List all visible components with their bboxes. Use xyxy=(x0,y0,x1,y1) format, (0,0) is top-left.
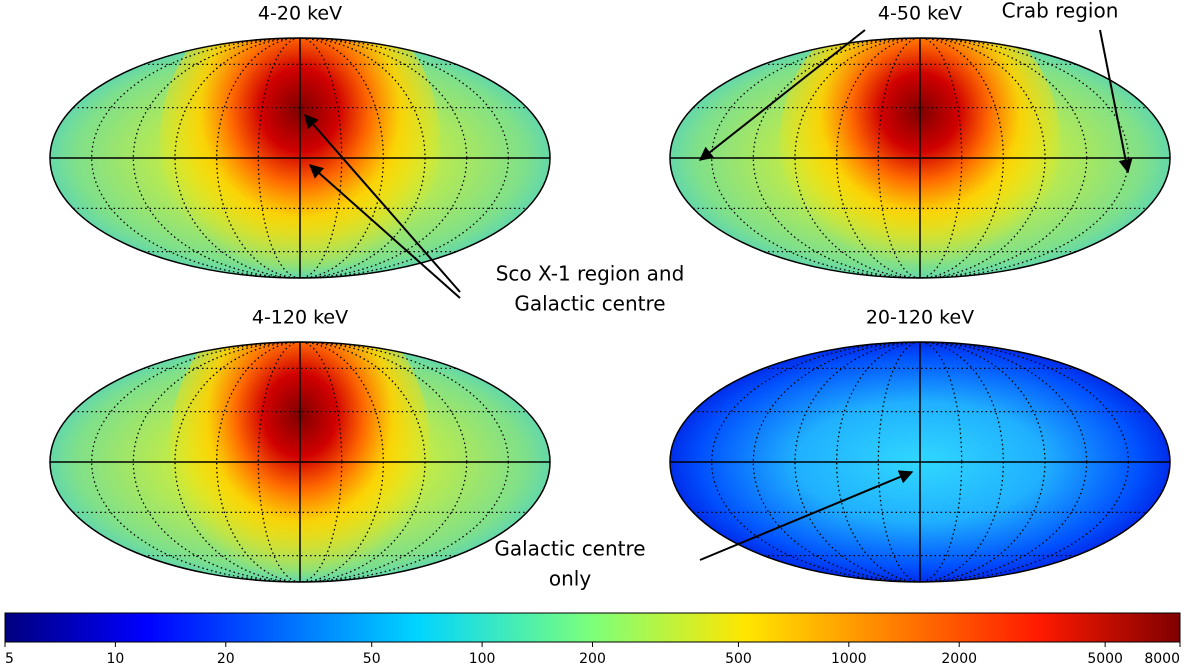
arrow xyxy=(698,29,866,161)
sky-map: 4-120 keV xyxy=(49,307,551,583)
map-title: 4-20 keV xyxy=(258,3,342,25)
colorbar-tick-label: 20 xyxy=(217,651,235,667)
map-title: 4-50 keV xyxy=(878,3,962,25)
annotation: Galactic centre xyxy=(494,537,645,561)
map-outline xyxy=(49,341,551,583)
colorbar-tick-label: 8000 xyxy=(1144,651,1180,667)
arrow xyxy=(308,164,461,299)
map-title: 4-120 keV xyxy=(252,307,348,329)
colorbar-tick-label: 1000 xyxy=(831,651,867,667)
map-outline xyxy=(669,341,1171,583)
annotation: Sco X-1 region and xyxy=(496,262,685,286)
map-fill xyxy=(670,38,1170,278)
colorbar-tick-label: 500 xyxy=(725,651,752,667)
sky-map: 4-20 keV xyxy=(49,3,551,279)
arrow xyxy=(304,113,461,293)
map-title: 20-120 keV xyxy=(866,307,974,329)
map-outline xyxy=(669,37,1171,279)
map-fill xyxy=(50,342,550,582)
colorbar xyxy=(4,612,1181,643)
sky-map: 4-50 keV xyxy=(669,3,1171,279)
colorbar-tick-label: 2000 xyxy=(941,651,977,667)
colorbar-tick-label: 5 xyxy=(5,651,14,667)
annotation: only xyxy=(549,567,591,591)
colorbar-tick-label: 200 xyxy=(579,651,606,667)
map-outline xyxy=(49,37,551,279)
sky-map: 20-120 keV xyxy=(669,307,1171,583)
colorbar-tick-label: 50 xyxy=(363,651,381,667)
colorbar-tick-label: 100 xyxy=(469,651,496,667)
map-fill xyxy=(50,38,550,278)
annotation: Crab region xyxy=(1002,0,1119,23)
arrow xyxy=(699,470,914,561)
map-fill xyxy=(670,342,1170,582)
colorbar-tick-label: 5000 xyxy=(1087,651,1123,667)
colorbar-tick-label: 10 xyxy=(106,651,124,667)
arrow xyxy=(1099,29,1133,174)
annotation: Galactic centre xyxy=(514,292,665,316)
